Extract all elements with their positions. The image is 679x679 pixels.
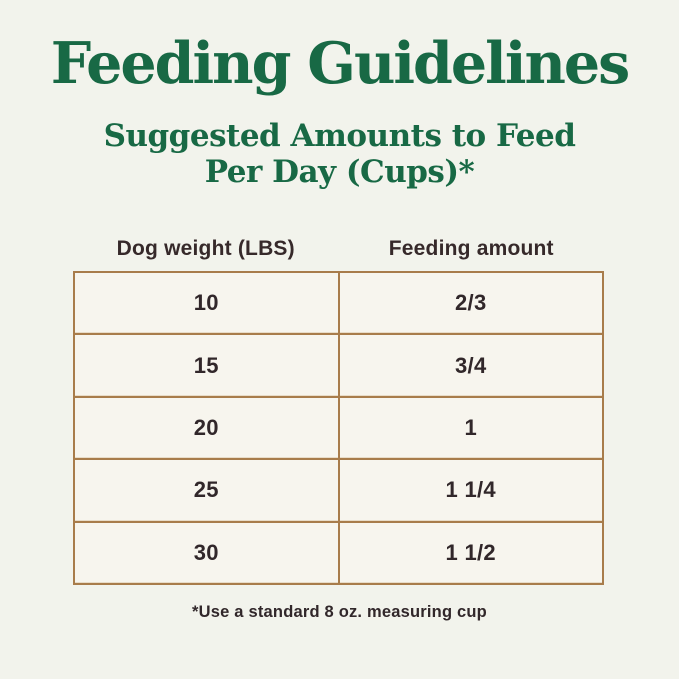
subtitle-line-1: Suggested Amounts to Feed	[103, 118, 576, 154]
dog-weight-cell: 10	[73, 270, 340, 336]
feeding-amount-cell: 1	[337, 395, 604, 461]
table-column-headers: Dog weight (LBS) Feeding amount	[73, 237, 604, 261]
column-header-feeding-amount: Feeding amount	[388, 237, 554, 260]
measuring-cup-footnote: *Use a standard 8 oz. measuring cup	[192, 603, 487, 621]
dog-weight-cell: 20	[73, 395, 340, 461]
page-subtitle: Suggested Amounts to Feed Per Day (Cups)…	[0, 118, 679, 190]
column-header-dog-weight: Dog weight (LBS)	[116, 237, 295, 260]
table-row: 20 1	[73, 395, 604, 461]
table-row: 30 1 1/2	[73, 520, 604, 586]
page-title: Feeding Guidelines	[50, 30, 631, 97]
subtitle-line-2: Per Day (Cups)*	[204, 154, 475, 190]
feeding-amount-cell: 3/4	[337, 333, 604, 398]
feeding-amount-cell: 1 1/2	[337, 520, 604, 586]
dog-weight-cell: 30	[73, 520, 340, 586]
table-row: 15 3/4	[73, 333, 604, 398]
feeding-table: 10 2/3 15 3/4 20 1 25 1 1/4 30 1 1/2	[73, 270, 604, 586]
feeding-amount-cell: 1 1/4	[337, 458, 604, 523]
feeding-amount-cell: 2/3	[337, 270, 604, 336]
dog-weight-cell: 25	[73, 458, 340, 523]
dog-weight-cell: 15	[73, 333, 340, 398]
table-row: 25 1 1/4	[73, 458, 604, 523]
table-row: 10 2/3	[73, 270, 604, 336]
